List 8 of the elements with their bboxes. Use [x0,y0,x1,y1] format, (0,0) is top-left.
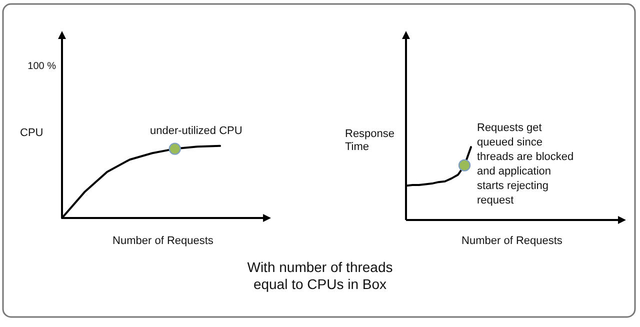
x-axis-title: Number of Requests [462,235,563,247]
x-axis-title: Number of Requests [112,235,214,247]
text: Requests get queued since threads are blocked and application starts rejecting request [477,122,574,206]
y-axis-title: Response Time [345,128,395,153]
annotation: under-utilized CPU [150,125,242,137]
text: With number of threads equal to CPUs in Box [247,259,393,292]
text: 100 % [28,61,56,72]
y-axis-title: CPU [20,127,44,139]
